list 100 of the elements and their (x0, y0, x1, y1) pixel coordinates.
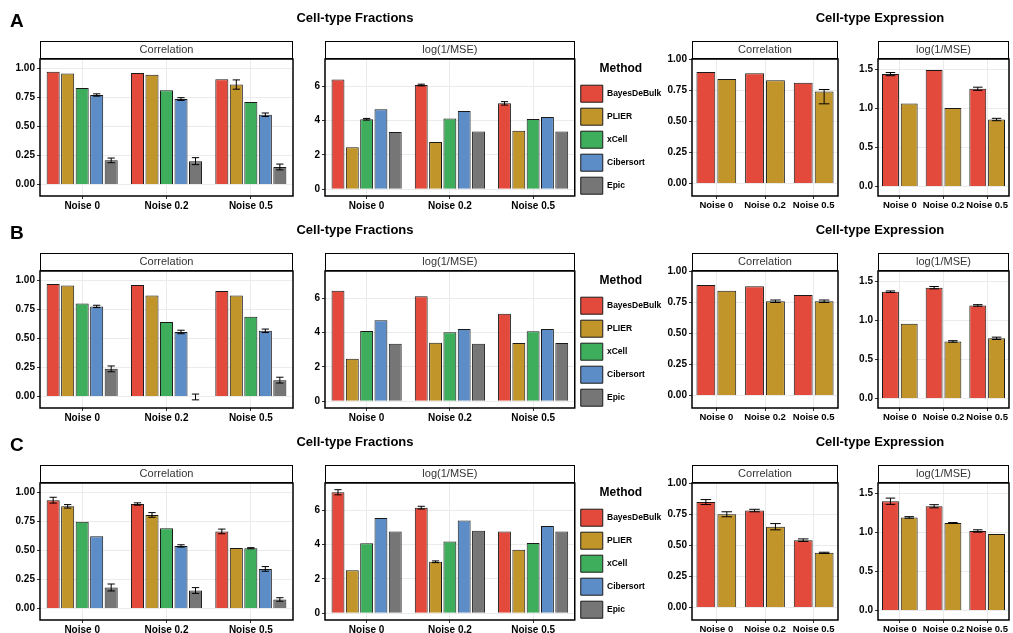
x-tick-label: Noise 0.2 (744, 623, 786, 633)
legend-label: Cibersort (607, 157, 645, 168)
y-tick-label: 1.5 (859, 274, 874, 286)
text: Cell-type Fractions (296, 10, 414, 25)
x-tick-label: Noise 0.2 (427, 199, 473, 211)
y-tick-label: 0.25 (667, 358, 688, 370)
legend-label: PLIER (607, 111, 633, 122)
y-tick-label: 0.50 (667, 115, 688, 127)
x-tick-label: Noise 0.5 (228, 199, 274, 211)
y-tick-label: 2 (314, 148, 321, 160)
y-tick-label: 0.0 (859, 604, 874, 616)
y-tick-label: 1.00 (15, 62, 36, 74)
x-tick-label: Noise 0.2 (922, 199, 965, 211)
chart-title: log(1/MSE) (878, 41, 1009, 59)
x-tick-label: Noise 0.5 (228, 623, 274, 633)
x-tick-label: Noise 0.2 (922, 411, 965, 423)
x-tick-label: Noise 0.2 (922, 623, 965, 633)
y-tick-label: 6 (314, 504, 321, 516)
x-tick-label: Noise 0.2 (144, 623, 189, 633)
legend-label: Epic (607, 180, 626, 191)
x-tick-label: Noise 0.5 (792, 411, 836, 423)
y-tick-label: 1.0 (859, 102, 874, 114)
y-tick-label: 0.25 (667, 570, 688, 582)
y-tick-label: 0.00 (15, 602, 36, 614)
legend-label: Cibersort (607, 581, 645, 592)
text: Cell-type Expression (815, 222, 945, 237)
x-tick-label: Noise 0 (699, 199, 734, 211)
chart-title: Correlation (692, 465, 838, 483)
y-tick-label: 0.00 (667, 177, 688, 189)
x-tick-label: Noise 0.5 (966, 411, 1009, 423)
legend-title: Method (599, 61, 643, 76)
y-tick-label: 0.50 (15, 120, 36, 132)
y-tick-label: 0.75 (15, 91, 36, 103)
y-tick-label: 1.00 (667, 264, 688, 276)
y-tick-label: 1.0 (859, 526, 874, 538)
y-tick-label: 1.00 (667, 52, 688, 64)
x-tick-label: Noise 0 (64, 623, 101, 633)
y-tick-label: 0.75 (667, 295, 688, 307)
y-tick-label: 0.50 (15, 332, 36, 344)
text: Cell-type Expression (815, 434, 945, 449)
legend-label: BayesDeBulk (607, 512, 662, 523)
legend-label: PLIER (607, 535, 633, 546)
y-tick-label: 0.25 (15, 149, 36, 161)
y-tick-label: 0 (314, 606, 321, 618)
y-tick-label: 6 (314, 292, 321, 304)
y-tick-label: 0 (314, 182, 321, 194)
y-tick-label: 1.00 (15, 486, 36, 498)
legend-title: Method (599, 273, 643, 288)
y-tick-label: 1.5 (859, 62, 874, 74)
y-tick-label: 0.75 (15, 303, 36, 315)
x-tick-label: Noise 0.2 (744, 199, 786, 211)
text: Cell-type Fractions (296, 222, 414, 237)
chart-title: Correlation (692, 253, 838, 271)
y-tick-label: 0.75 (667, 83, 688, 95)
x-tick-label: Noise 0.2 (744, 411, 786, 423)
y-tick-label: 4 (314, 538, 321, 550)
chart-title: log(1/MSE) (325, 253, 575, 271)
y-tick-label: 0.00 (667, 601, 688, 613)
y-tick-label: 0 (314, 394, 321, 406)
x-tick-label: Noise 0.5 (511, 199, 556, 211)
y-tick-label: 4 (314, 326, 321, 338)
chart-title: log(1/MSE) (878, 465, 1009, 483)
legend-label: xCell (607, 346, 628, 357)
y-tick-label: 1.00 (667, 476, 688, 488)
y-tick-label: 0.50 (15, 544, 36, 556)
legend-label: Cibersort (607, 369, 645, 380)
y-tick-label: 4 (314, 114, 321, 126)
x-tick-label: Noise 0.5 (966, 199, 1009, 211)
chart-title: log(1/MSE) (325, 41, 575, 59)
x-tick-label: Noise 0.5 (792, 199, 836, 211)
x-tick-label: Noise 0 (348, 623, 385, 633)
x-tick-label: Noise 0 (348, 199, 385, 211)
y-tick-label: 0.25 (15, 573, 36, 585)
x-tick-label: Noise 0 (699, 411, 734, 423)
x-tick-label: Noise 0.5 (228, 411, 274, 423)
y-tick-label: 2 (314, 360, 321, 372)
legend-label: Epic (607, 604, 626, 615)
text: C (10, 434, 24, 456)
y-tick-label: 0.0 (859, 392, 874, 404)
x-tick-label: Noise 0 (882, 411, 917, 423)
y-tick-label: 1.0 (859, 314, 874, 326)
y-tick-label: 1.00 (15, 274, 36, 286)
y-tick-label: 6 (314, 80, 321, 92)
y-tick-label: 0.5 (859, 353, 874, 365)
x-tick-label: Noise 0 (64, 199, 101, 211)
x-tick-label: Noise 0.2 (427, 411, 473, 423)
y-tick-label: 0.00 (15, 390, 36, 402)
x-tick-label: Noise 0.5 (792, 623, 836, 633)
x-tick-label: Noise 0 (699, 623, 734, 633)
chart-title: Correlation (692, 41, 838, 59)
chart-title: Correlation (40, 253, 293, 271)
y-tick-label: 0.00 (15, 178, 36, 190)
legend-label: PLIER (607, 323, 633, 334)
legend-label: xCell (607, 134, 628, 145)
chart-title: Correlation (40, 465, 293, 483)
x-tick-label: Noise 0.5 (511, 623, 556, 633)
legend-label: xCell (607, 558, 628, 569)
x-tick-label: Noise 0 (64, 411, 101, 423)
x-tick-label: Noise 0 (348, 411, 385, 423)
legend-label: BayesDeBulk (607, 300, 662, 311)
